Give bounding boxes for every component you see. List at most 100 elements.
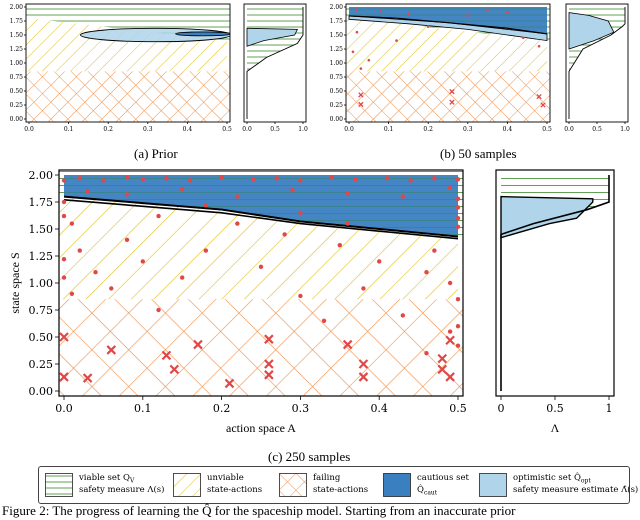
x-tick-label: 0.2 xyxy=(103,126,113,133)
side-x-tick-label: 0.5 xyxy=(270,126,280,133)
side-x-tick-label: 0.5 xyxy=(546,402,564,415)
legend-unviable-text1: unviable xyxy=(207,473,244,483)
failure-marker xyxy=(358,92,364,98)
sample-point xyxy=(432,248,437,253)
side-x-tick-label: 0.0 xyxy=(242,126,252,133)
y-tick-label: 2.00 xyxy=(330,4,344,11)
sample-point xyxy=(359,67,363,70)
sample-point xyxy=(140,177,145,182)
legend-failing: failing state-actions xyxy=(279,473,379,497)
panel-b-label: (b) 50 samples xyxy=(440,146,517,161)
sample-point xyxy=(282,232,287,237)
x-tick-label: 0.2 xyxy=(213,402,231,415)
sample-point xyxy=(426,25,430,28)
sample-point xyxy=(61,178,67,183)
failing-swatch-icon xyxy=(279,473,307,497)
sample-point xyxy=(290,187,295,193)
side-x-tick-label: 1.0 xyxy=(298,126,308,133)
sample-point xyxy=(140,259,145,264)
failure-marker xyxy=(358,372,369,382)
safety-measure-line xyxy=(500,175,610,391)
unviable-region xyxy=(59,196,458,300)
y-tick-label: 0.50 xyxy=(29,331,54,344)
failure-marker xyxy=(264,370,274,380)
panel-c-250-samples: 0.0 0.1 0.2 0.3 0.4 0.50.000.250.500.751.001.… xyxy=(8,169,615,435)
y-tick-label: 0.75 xyxy=(330,74,344,81)
y-tick-label: 2.00 xyxy=(10,4,24,11)
sample-point xyxy=(407,12,410,16)
plot-area xyxy=(26,4,230,122)
y-axis-label: state space S xyxy=(8,252,22,313)
sample-point xyxy=(351,50,355,54)
failure-marker xyxy=(449,88,455,95)
sample-point xyxy=(395,39,398,42)
y-tick-label: 0.25 xyxy=(29,358,54,371)
x-axis-label: action space A xyxy=(226,421,296,435)
x-tick-label: 0.3 xyxy=(143,126,153,133)
sample-point xyxy=(355,30,359,34)
sample-point xyxy=(203,203,209,208)
legend-optimistic-sub: opt xyxy=(580,477,591,485)
sample-point xyxy=(377,259,382,264)
panel-a-prior: 0.0 0.1 0.2 0.3 0.4 0.5 0.00 0.25 0.50 0.75 1.00 1.… xyxy=(10,3,308,133)
sample-point xyxy=(156,307,161,313)
sample-point xyxy=(77,176,82,181)
sample-point xyxy=(85,189,90,194)
y-tick-label: 1.00 xyxy=(29,277,54,290)
failure-marker xyxy=(106,345,117,355)
x-tick-label: 0.0 xyxy=(24,126,34,133)
x-tick-label: 0.5 xyxy=(449,402,467,415)
side-plot-area xyxy=(568,7,626,119)
side-x-tick-label: 1 xyxy=(606,402,613,415)
sample-point xyxy=(164,176,169,181)
sample-point xyxy=(298,210,303,215)
sample-point xyxy=(321,318,327,323)
y-tick-label: 1.50 xyxy=(29,223,54,236)
sample-point xyxy=(61,199,67,205)
y-tick-label: 1.75 xyxy=(10,18,24,25)
sample-point xyxy=(521,36,525,40)
sample-point xyxy=(379,9,382,13)
sample-point xyxy=(124,174,130,180)
sample-point xyxy=(455,343,461,348)
panel-b-50-samples: 0.0 0.1 0.2 0.3 0.4 0.5 0.00 0.25 0.50 0.75 1.00 1.… xyxy=(330,3,630,133)
sample-point xyxy=(466,14,470,17)
failure-marker xyxy=(437,364,448,375)
x-tick-label: 0.0 xyxy=(55,402,73,415)
y-tick-label: 0.00 xyxy=(330,116,344,123)
sample-point xyxy=(77,248,82,253)
failure-marker xyxy=(264,359,274,369)
boundary-line-b xyxy=(63,199,459,240)
x-tick-label: 0.4 xyxy=(370,402,388,415)
sample-point xyxy=(156,213,161,219)
unviable-swatch-icon xyxy=(173,473,201,497)
legend-optimistic-text2: safety measure estimate Λ̂(s) xyxy=(513,485,639,495)
y-tick-label: 1.25 xyxy=(330,46,344,53)
cautious-hatch xyxy=(64,175,458,237)
x-tick-label: 0.5 xyxy=(542,126,552,133)
sample-point xyxy=(180,275,185,280)
side-plot-area xyxy=(500,175,610,391)
x-tick-label: 0.4 xyxy=(183,126,193,133)
safety-measure-line xyxy=(246,7,304,119)
sample-point xyxy=(537,44,541,48)
y-tick-label: 2.00 xyxy=(29,169,54,182)
sample-point xyxy=(367,58,371,62)
unviable-region xyxy=(26,18,227,72)
sample-point xyxy=(432,176,437,181)
side-plot-area xyxy=(246,7,304,119)
safety-estimate-region xyxy=(246,27,299,47)
sample-point xyxy=(455,297,461,302)
failure-marker xyxy=(264,334,274,344)
failure-marker xyxy=(224,378,235,389)
panel-c-label: (c) 250 samples xyxy=(268,449,351,464)
sample-point xyxy=(298,178,303,183)
x-tick-label: 0.4 xyxy=(503,126,513,133)
plot-area xyxy=(59,170,463,396)
x-tick-label: 0.1 xyxy=(134,402,152,415)
sample-point xyxy=(447,280,453,286)
x-tick-label: 0.5 xyxy=(222,126,232,133)
y-tick-label: 0.50 xyxy=(10,88,24,95)
sample-point xyxy=(447,329,453,334)
